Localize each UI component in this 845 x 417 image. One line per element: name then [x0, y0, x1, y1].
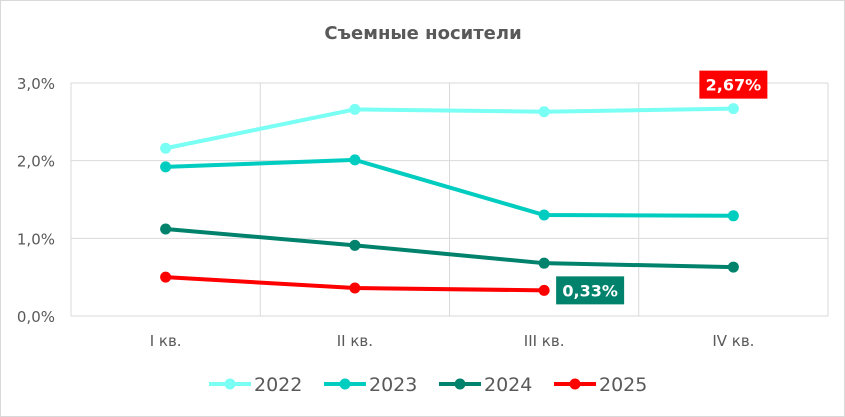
- data-point-2022: [727, 103, 739, 115]
- data-label-bg: [699, 70, 768, 99]
- chart-title: Съемные носители: [324, 23, 521, 44]
- x-tick-label: III кв.: [524, 332, 565, 350]
- legend-item-2025: 2025: [554, 374, 647, 396]
- data-point-2025: [538, 284, 550, 296]
- data-label: 0,33%: [562, 281, 618, 300]
- data-label-bg: [556, 276, 625, 305]
- x-tick-label: IV кв.: [712, 332, 754, 350]
- data-point-2024: [349, 239, 361, 251]
- data-point-2023: [160, 161, 172, 173]
- series-line-2024: [165, 227, 734, 270]
- data-point-2024: [727, 261, 739, 273]
- svg-text:2025: 2025: [599, 374, 647, 396]
- data-point-2022: [160, 142, 172, 154]
- legend-item-2023: 2023: [324, 374, 417, 396]
- svg-text:2022: 2022: [254, 374, 302, 396]
- x-tick-label: II кв.: [337, 332, 373, 350]
- y-tick-label: 0,0%: [17, 308, 55, 326]
- svg-text:2024: 2024: [484, 374, 532, 396]
- y-tick-label: 3,0%: [17, 75, 55, 93]
- data-point-2022: [349, 103, 361, 115]
- data-point-2023: [349, 154, 361, 166]
- legend-item-2022: 2022: [209, 374, 302, 396]
- data-label: 2,67%: [706, 76, 762, 95]
- data-point-2023: [727, 210, 739, 222]
- data-point-2024: [538, 257, 550, 269]
- y-tick-label: 1,0%: [17, 230, 55, 248]
- data-point-2025: [160, 271, 172, 283]
- series-line-2022: [165, 106, 734, 151]
- data-point-2025: [349, 282, 361, 294]
- data-point-2024: [160, 223, 172, 235]
- y-tick-label: 2,0%: [17, 153, 55, 171]
- data-point-2022: [538, 106, 550, 118]
- svg-text:2023: 2023: [369, 374, 417, 396]
- data-point-2023: [538, 209, 550, 221]
- legend-item-2024: 2024: [439, 374, 532, 396]
- series-line-2023: [165, 157, 734, 218]
- x-tick-label: I кв.: [150, 332, 182, 350]
